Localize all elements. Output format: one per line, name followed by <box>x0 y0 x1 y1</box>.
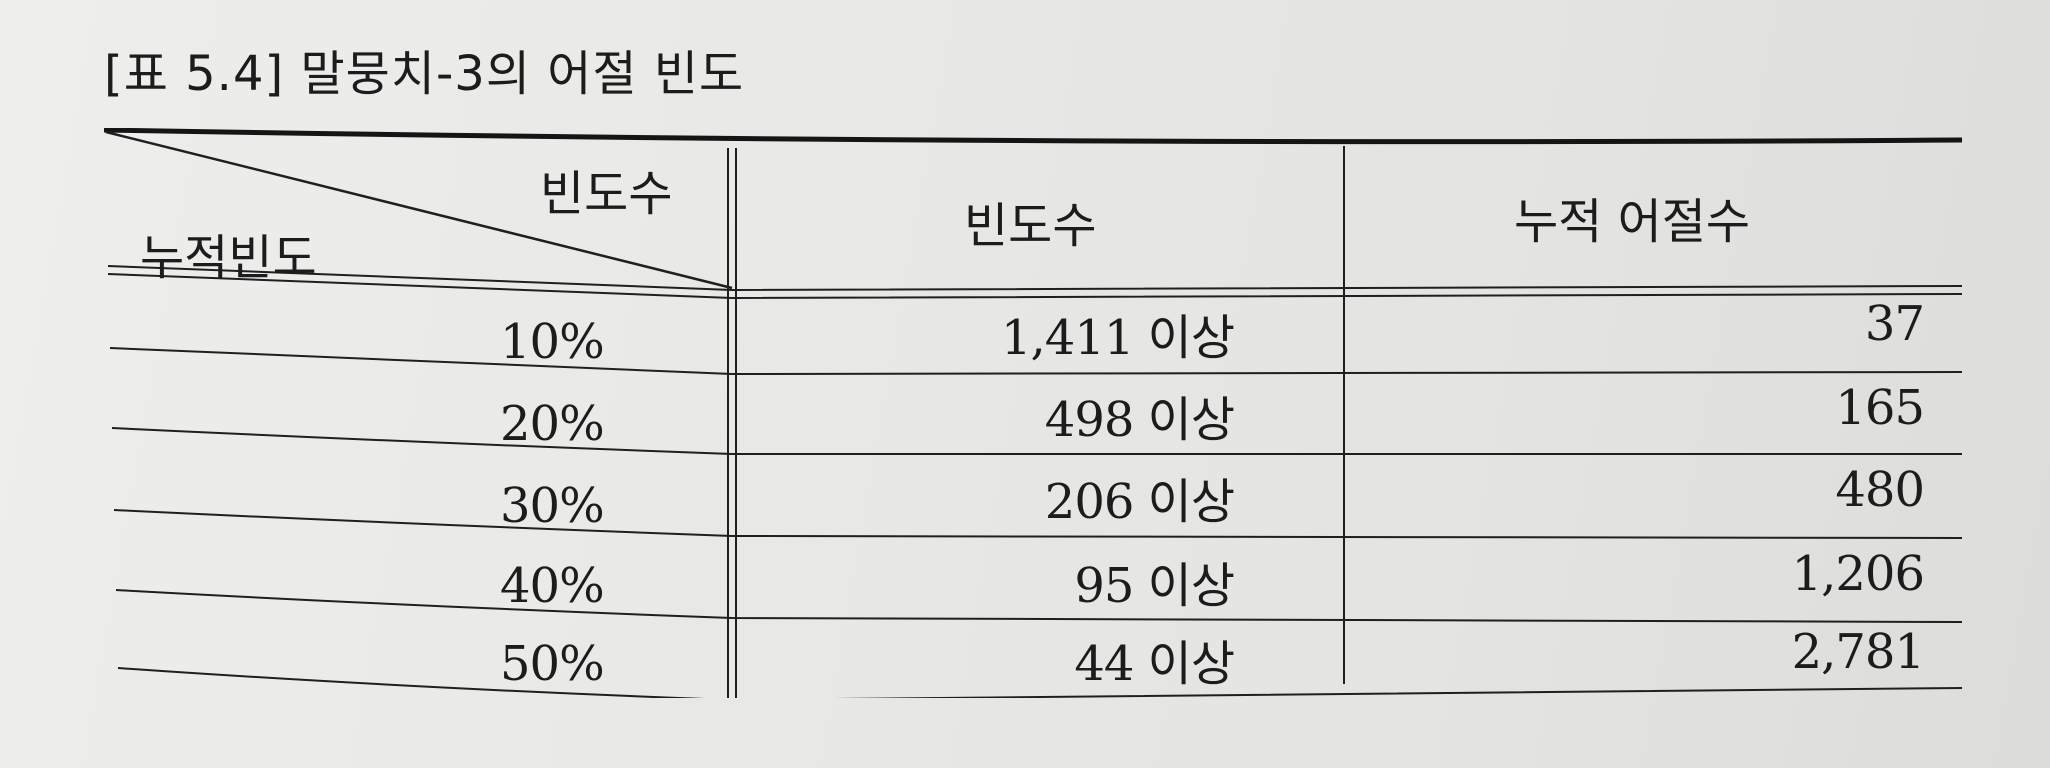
row-5-freq: 44 이상 <box>1074 636 1235 692</box>
row-5-cum: 2,781 <box>1791 624 1925 680</box>
corner-bottom-label: 누적빈도 <box>140 230 317 286</box>
row-4-pct: 40% <box>500 558 605 614</box>
caption-label: [표 5.4] <box>104 46 285 102</box>
row-3-cum: 480 <box>1835 462 1925 518</box>
corner-top-label: 빈도수 <box>540 166 673 222</box>
header-rule-1 <box>107 265 1962 292</box>
caption-title: 말뭉치-3의 어절 빈도 <box>300 46 745 102</box>
row-rule-5 <box>117 667 1962 698</box>
row-2-cum: 165 <box>1835 380 1925 436</box>
table-caption: [표 5.4] 말뭉치-3의 어절 빈도 <box>104 34 744 104</box>
row-3-pct: 30% <box>500 478 605 534</box>
row-2-freq: 498 이상 <box>1044 392 1235 448</box>
cum-header: 누적 어절수 <box>1514 194 1751 250</box>
row-1-cum: 37 <box>1864 296 1925 352</box>
row-3-freq: 206 이상 <box>1044 474 1235 530</box>
row-5-pct: 50% <box>500 636 605 692</box>
row-rule-4 <box>115 589 1962 623</box>
row-4-cum: 1,206 <box>1791 546 1925 602</box>
row-rule-2 <box>111 427 1962 455</box>
freq-header: 빈도수 <box>964 198 1097 254</box>
row-rule-1 <box>109 347 1962 376</box>
row-4-freq: 95 이상 <box>1074 558 1235 614</box>
top-rule <box>104 128 1962 145</box>
table-rules <box>104 128 1962 698</box>
header-rule-2 <box>107 273 1962 300</box>
row-2-pct: 20% <box>500 396 605 452</box>
row-1-freq: 1,411 이상 <box>1001 310 1235 366</box>
row-rule-3 <box>113 509 1962 539</box>
row-1-pct: 10% <box>500 314 605 370</box>
frequency-table: 빈도수 누적빈도 빈도수 누적 어절수 10% 1,411 이상 37 20% … <box>104 128 1962 698</box>
corner-diagonal <box>105 130 733 290</box>
